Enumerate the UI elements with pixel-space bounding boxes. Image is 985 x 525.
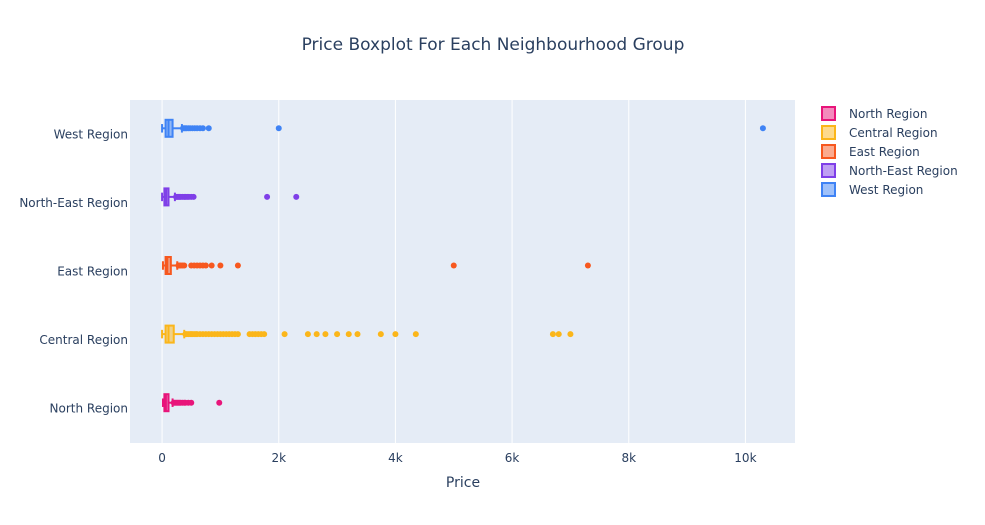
boxes [161, 118, 766, 413]
outlier-point [181, 262, 188, 269]
outlier-point [208, 262, 215, 269]
legend-label: North Region [849, 107, 927, 121]
outlier-point [345, 331, 352, 338]
x-tick-label: 2k [271, 451, 286, 465]
outlier-point [377, 331, 384, 338]
legend-label: North-East Region [849, 164, 958, 178]
legend-item[interactable]: Central Region [821, 125, 938, 140]
outlier-point [354, 331, 361, 338]
outlier-point [450, 262, 457, 269]
legend-swatch [821, 125, 836, 140]
legend-swatch [821, 163, 836, 178]
y-axis-ticks: North Region Central Region East Region Nor… [19, 127, 128, 415]
legend-swatch [821, 182, 836, 197]
box-group [161, 393, 223, 413]
y-tick-label: Central Region [39, 333, 128, 347]
outlier-point [275, 125, 282, 132]
y-tick-label: North-East Region [19, 196, 128, 210]
legend-swatch [821, 106, 836, 121]
outlier-point [234, 331, 241, 338]
box-group [161, 324, 574, 344]
outlier-point [759, 125, 766, 132]
outlier-point [202, 262, 209, 269]
y-tick-label: North Region [50, 402, 128, 416]
x-tick-label: 4k [388, 451, 403, 465]
outlier-point [281, 331, 288, 338]
y-tick-label: West Region [54, 127, 128, 141]
box-group [161, 187, 300, 207]
legend-swatch [821, 144, 836, 159]
plot-area [130, 100, 795, 443]
outlier-point [293, 193, 300, 200]
outlier-point [555, 331, 562, 338]
outlier-point [205, 125, 212, 132]
box-iqr [164, 324, 175, 344]
x-tick-label: 8k [621, 451, 636, 465]
chart-title: Price Boxplot For Each Neighbourhood Gro… [302, 35, 685, 55]
x-axis-ticks: 0 2k 4k 6k 8k 10k [158, 451, 756, 465]
legend-item[interactable]: North-East Region [821, 163, 958, 178]
gridlines [161, 100, 746, 443]
outlier-point [392, 331, 399, 338]
legend-item[interactable]: North Region [821, 106, 927, 121]
outlier-point [234, 262, 241, 269]
legend: North Region Central Region East Region Nor… [821, 106, 958, 197]
outlier-point [216, 399, 223, 406]
outlier-point [334, 331, 341, 338]
x-axis-title: Price [446, 475, 480, 491]
x-tick-label: 6k [505, 451, 520, 465]
legend-item[interactable]: West Region [821, 182, 923, 197]
outlier-point [322, 331, 329, 338]
y-tick-label: East Region [57, 265, 128, 279]
box-group [161, 256, 591, 275]
outlier-point [217, 262, 224, 269]
outlier-point [188, 399, 195, 406]
outlier-point [264, 193, 271, 200]
legend-item[interactable]: East Region [821, 144, 920, 159]
outlier-point [199, 125, 206, 132]
outlier-point [567, 331, 574, 338]
x-tick-label: 0 [158, 451, 166, 465]
outlier-point [412, 331, 419, 338]
legend-label: Central Region [849, 126, 938, 140]
outlier-point [304, 331, 311, 338]
x-tick-label: 10k [734, 451, 756, 465]
outlier-point [313, 331, 320, 338]
outlier-point [584, 262, 591, 269]
outlier-point [190, 193, 197, 200]
outlier-point [261, 331, 268, 338]
box-group [161, 118, 766, 138]
legend-label: West Region [849, 183, 923, 197]
legend-label: East Region [849, 145, 920, 159]
outlier-point [549, 331, 556, 338]
